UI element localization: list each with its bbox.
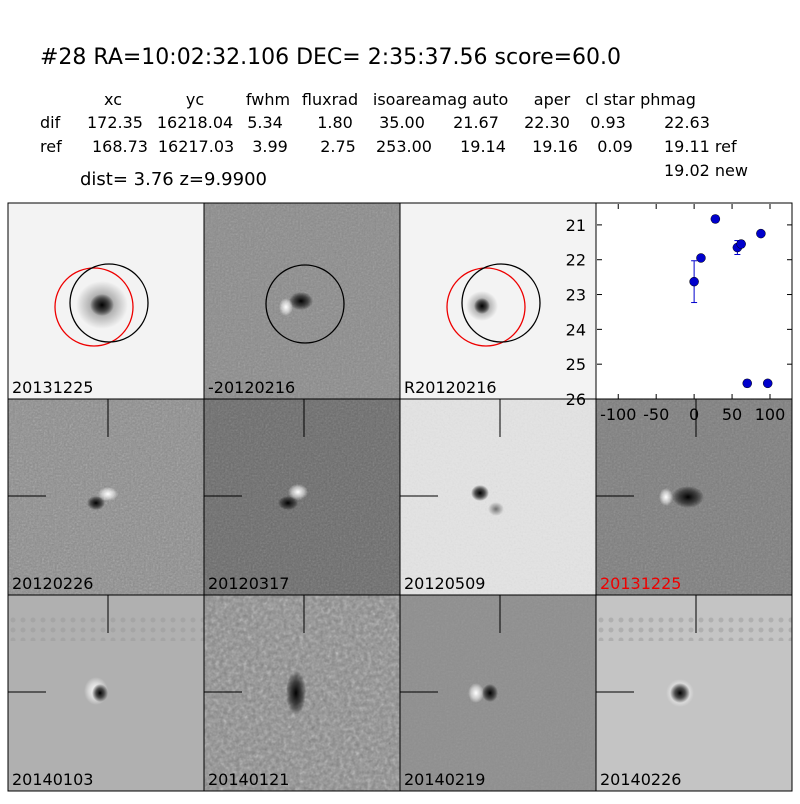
x-tick-label: -50 [643, 405, 669, 424]
table-cell: 0.09 [597, 137, 633, 156]
title: #28 RA=10:02:32.106 DEC= 2:35:37.56 scor… [40, 45, 621, 70]
table-cell: 19.16 [532, 137, 578, 156]
data-point [710, 214, 721, 224]
y-tick-label: 21 [566, 216, 586, 235]
y-tick-label: 22 [566, 251, 586, 270]
table-cell: 172.35 [87, 113, 143, 132]
table-cell: 0.93 [590, 113, 626, 132]
data-point [696, 253, 706, 263]
y-tick-label: 23 [566, 286, 586, 305]
data-point [742, 378, 752, 389]
column-header: fwhm [246, 90, 290, 109]
column-header: mag auto [432, 90, 509, 109]
table-cell: 16218.04 [157, 113, 233, 132]
table-cell: 3.99 [252, 137, 288, 156]
panel-label: 20120226 [12, 574, 93, 593]
table-cell: 253.00 [376, 137, 432, 156]
table-cell: 35.00 [379, 113, 425, 132]
data-point [689, 276, 699, 287]
table-cell: 22.63 [664, 113, 710, 132]
panel-label: R20120216 [404, 378, 497, 397]
x-tick-label: 100 [755, 405, 786, 424]
column-header: aper [534, 90, 571, 109]
table-cell: 16217.03 [158, 137, 234, 156]
x-tick-label: 0 [689, 405, 699, 424]
row-label: ref [40, 137, 62, 156]
table-cell: 21.67 [453, 113, 499, 132]
y-tick-label: 24 [566, 320, 586, 339]
table-cell: 19.14 [460, 137, 506, 156]
panel-label: 20120509 [404, 574, 485, 593]
image-panels [7, 202, 793, 792]
panel-label: 20131225 [600, 574, 681, 593]
y-tick-label: 25 [566, 355, 586, 374]
distance-line: dist= 3.76 z=9.9900 [80, 169, 267, 190]
row-label: dif [40, 113, 61, 132]
table-cell: 19.11 ref [664, 137, 737, 156]
panel-label: 20140103 [12, 770, 93, 789]
table-cell: 1.80 [317, 113, 353, 132]
column-header: yc [186, 90, 204, 109]
panel-label: 20140121 [208, 770, 289, 789]
column-header: phmag [640, 90, 696, 109]
x-tick-label: -100 [600, 405, 636, 424]
panel-labels: 20131225 -20120216 R20120216 20120226 201203… [12, 378, 681, 789]
data-point [762, 378, 773, 389]
light-curve [595, 202, 793, 400]
panel-label: -20120216 [208, 378, 295, 397]
column-header: xc [104, 90, 122, 109]
column-header: isoarea [373, 90, 431, 109]
panel-label: 20131225 [12, 378, 93, 397]
column-header: fluxrad [302, 90, 358, 109]
data-point [756, 228, 766, 239]
data-point [736, 239, 746, 249]
panel-label: 20120317 [208, 574, 289, 593]
table-cell: 2.75 [320, 137, 356, 156]
panel-label: 20140226 [600, 770, 681, 789]
column-header: cl star [585, 90, 635, 109]
table-cell: 168.73 [92, 137, 148, 156]
table-note: 19.02 new [664, 161, 748, 180]
y-tick-label: 26 [566, 390, 586, 409]
table-cell: 5.34 [247, 113, 283, 132]
panel-label: 20140219 [404, 770, 485, 789]
measurement-table: xc yc fwhm fluxrad isoarea mag auto aper cl sta… [40, 90, 748, 180]
x-tick-label: 50 [722, 405, 742, 424]
table-cell: 22.30 [524, 113, 570, 132]
